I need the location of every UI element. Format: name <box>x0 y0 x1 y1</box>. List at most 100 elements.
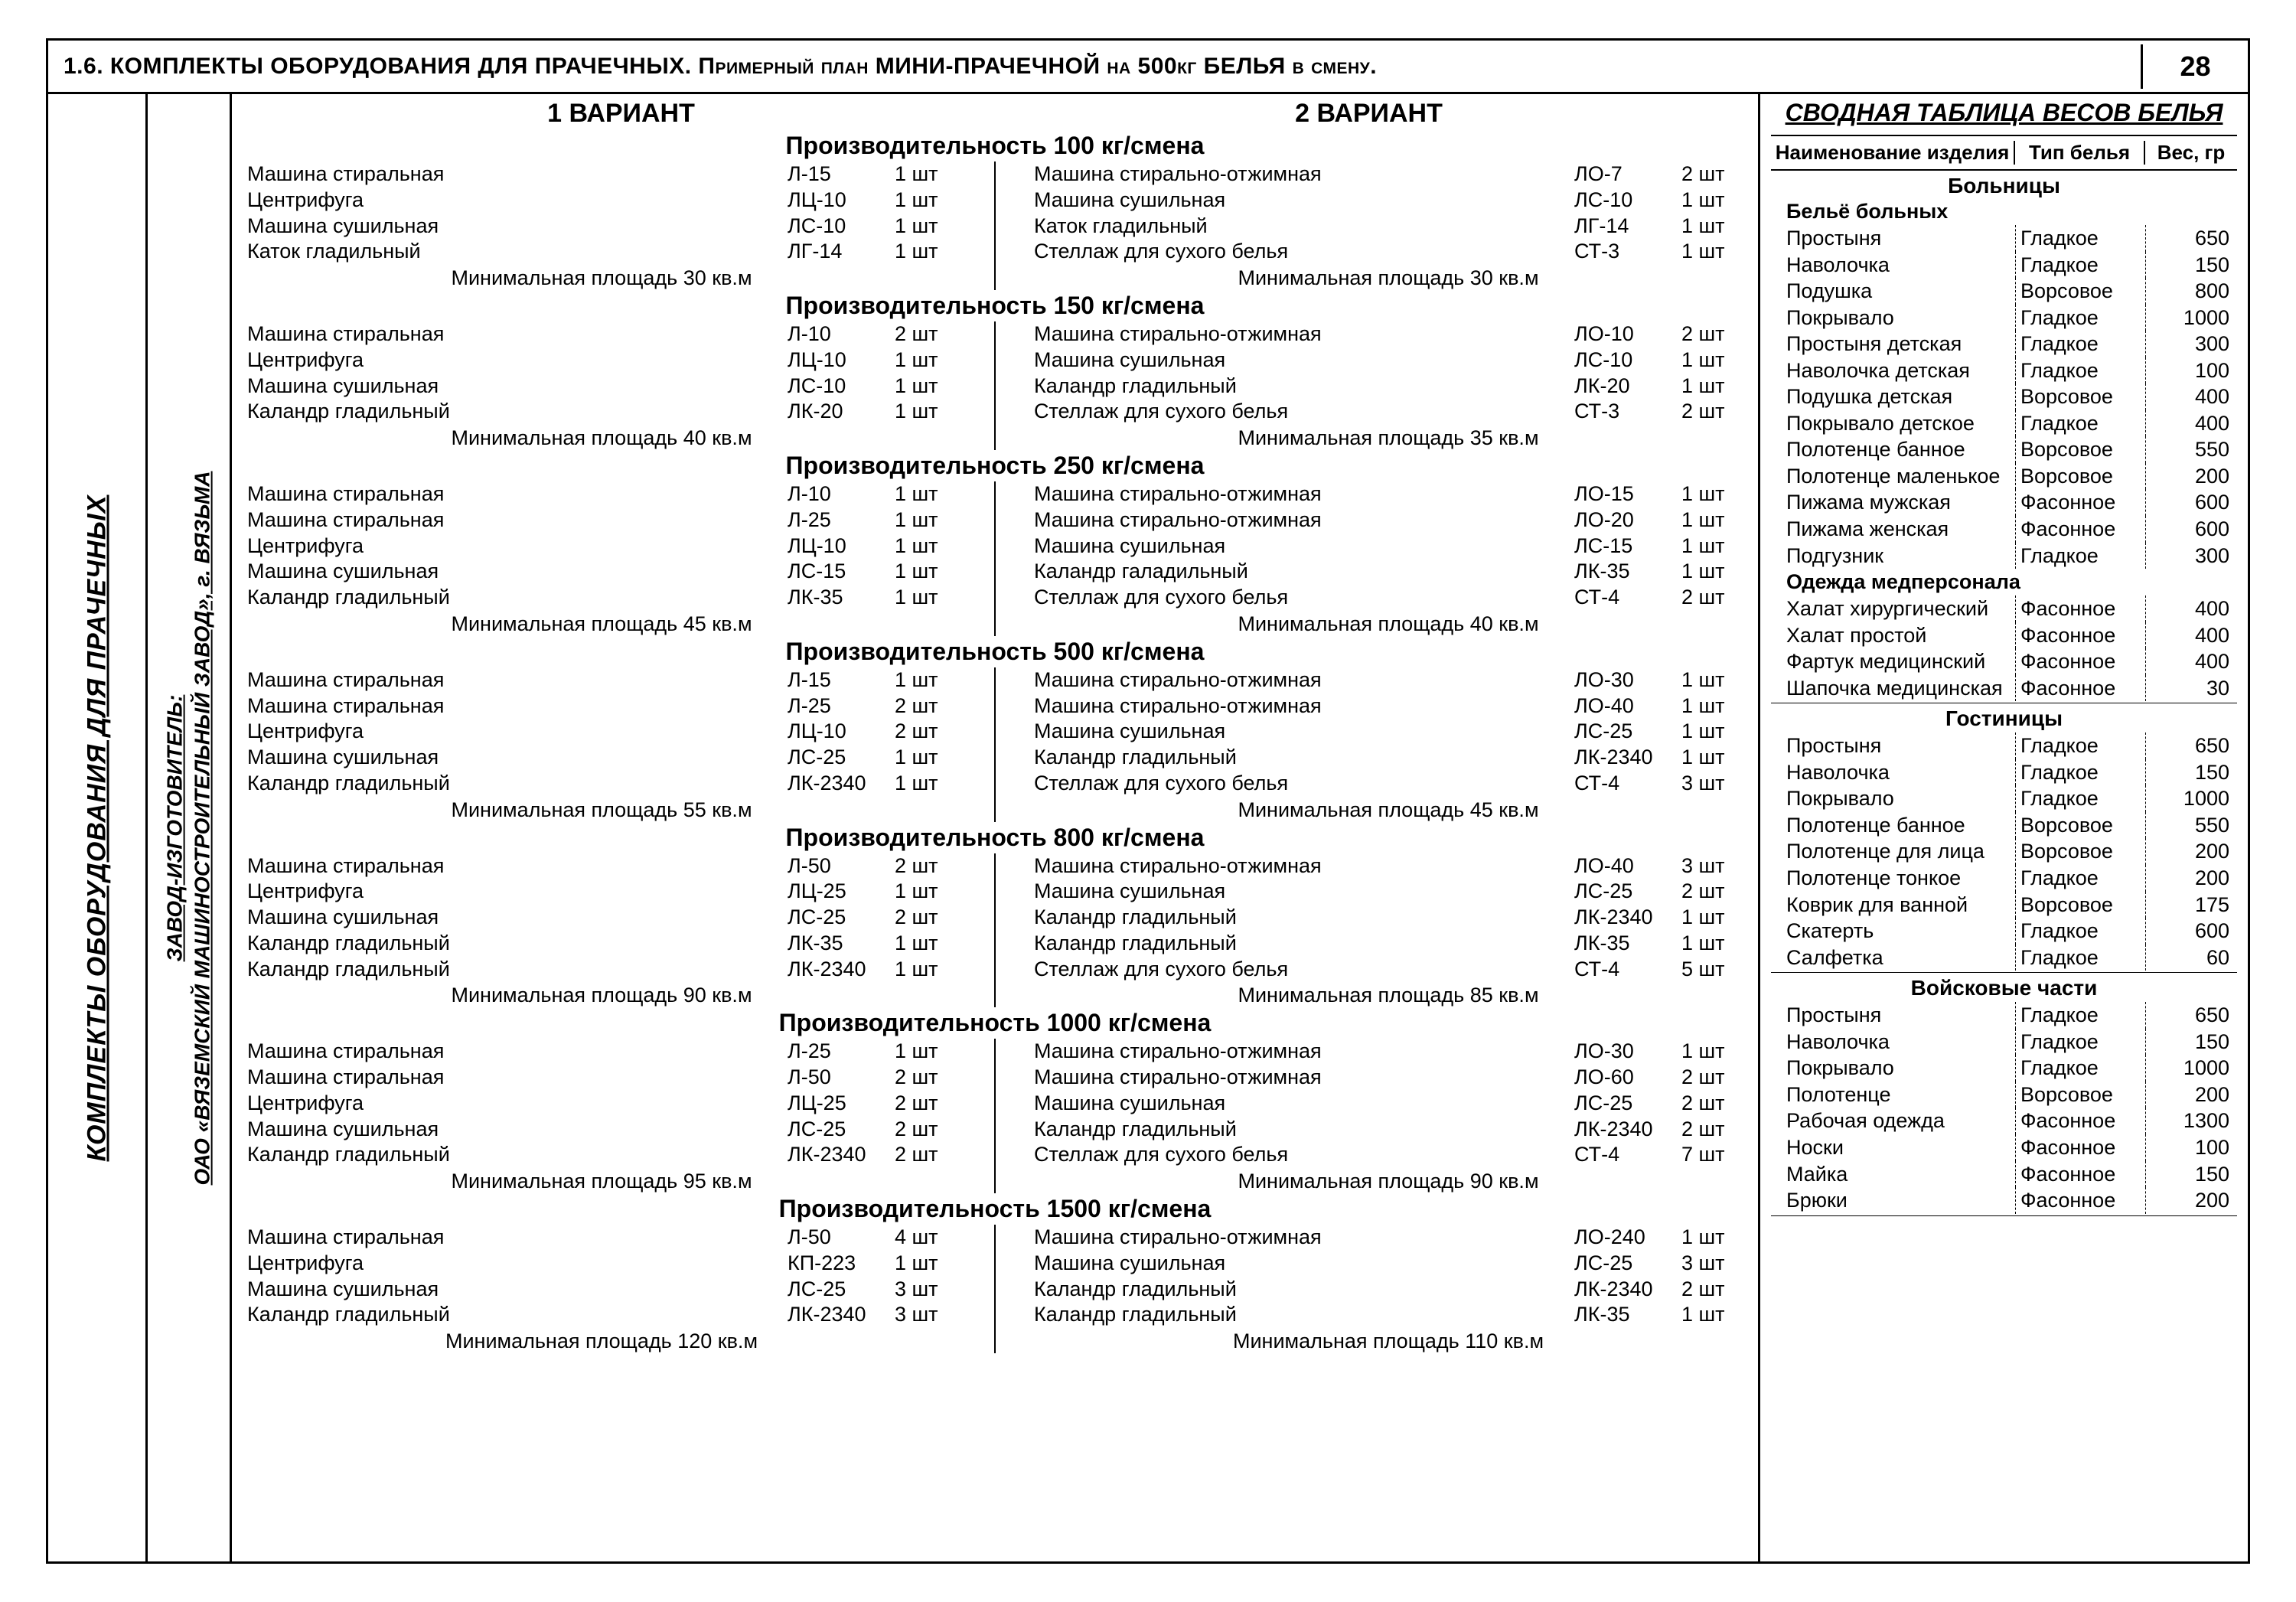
equipment-name: Центрифуга <box>247 1251 788 1277</box>
capacity-block: Производительность 100 кг/сменаМашина ст… <box>247 132 1743 290</box>
equipment-model: КП-223 <box>788 1251 895 1277</box>
equipment-qty: 1 шт <box>895 188 956 214</box>
weights-item-type: Ворсовое <box>2015 812 2145 839</box>
equipment-name: Машина стирально-отжимная <box>1034 481 1574 507</box>
equipment-qty: 2 шт <box>1681 1065 1743 1091</box>
equipment-qty: 1 шт <box>1681 347 1743 374</box>
weights-divider <box>1771 972 2237 973</box>
equipment-row: Машина сушильнаяЛС-151 шт <box>247 559 956 585</box>
equipment-qty: 2 шт <box>895 1065 956 1091</box>
weights-row: Фартук медицинскийФасонное400 <box>1771 648 2237 675</box>
equipment-row: Машина стиральнаяЛ-251 шт <box>247 1039 956 1065</box>
weights-item-type: Гладкое <box>2015 1055 2145 1082</box>
weights-item-type: Гладкое <box>2015 732 2145 759</box>
capacity-title: Производительность 150 кг/смена <box>247 292 1743 320</box>
equipment-qty: 1 шт <box>895 239 956 265</box>
weights-item-name: Халат хирургический <box>1771 595 2015 622</box>
equipment-name: Машина сушильная <box>1034 347 1574 374</box>
equipment-qty: 1 шт <box>895 559 956 585</box>
equipment-model: ЛС-25 <box>788 905 895 931</box>
equipment-row: Каток гладильныйЛГ-141 шт <box>247 239 956 265</box>
weights-item-name: Полотенце тонкое <box>1771 865 2015 892</box>
capacity-blocks: Производительность 100 кг/сменаМашина ст… <box>247 130 1743 1355</box>
equipment-name: Машина сушильная <box>1034 879 1574 905</box>
weights-item-weight: 200 <box>2145 1187 2237 1214</box>
capacity-title: Производительность 500 кг/смена <box>247 638 1743 666</box>
equipment-qty: 2 шт <box>895 321 956 347</box>
capacity-title: Производительность 800 кг/смена <box>247 824 1743 852</box>
weights-item-weight: 200 <box>2145 463 2237 490</box>
weights-row: ПростыняГладкое650 <box>1771 732 2237 759</box>
equipment-model: ЛК-35 <box>1574 931 1681 957</box>
weights-subtitle: Одежда медперсонала <box>1771 570 2237 594</box>
right-column: Машина стирально-отжимнаяЛО-102 штМашина… <box>1034 321 1743 450</box>
weights-row: Полотенце банноеВорсовое550 <box>1771 436 2237 463</box>
weights-section-title: Войсковые части <box>1771 976 2237 1000</box>
equipment-qty: 1 шт <box>1681 1039 1743 1065</box>
equipment-qty: 1 шт <box>1681 667 1743 693</box>
weights-divider <box>1771 1215 2237 1216</box>
two-column-row: Машина стиральнаяЛ-101 штМашина стиральн… <box>247 481 1743 636</box>
weights-item-type: Гладкое <box>2015 1002 2145 1029</box>
equipment-qty: 1 шт <box>895 214 956 240</box>
equipment-qty: 2 шт <box>1681 399 1743 425</box>
equipment-qty: 1 шт <box>1681 1225 1743 1251</box>
area-note: Минимальная площадь 45 кв.м <box>247 612 956 636</box>
weights-item-type: Гладкое <box>2015 252 2145 279</box>
equipment-qty: 1 шт <box>1681 533 1743 560</box>
capacity-title: Производительность 1000 кг/смена <box>247 1009 1743 1037</box>
equipment-model: ЛС-15 <box>788 559 895 585</box>
weights-row: ПокрывалоГладкое1000 <box>1771 305 2237 331</box>
equipment-row: Каландр гладильныйЛК-23401 шт <box>247 771 956 797</box>
equipment-qty: 2 шт <box>895 719 956 745</box>
weights-row: Подушка детскаяВорсовое400 <box>1771 383 2237 410</box>
weights-item-type: Ворсовое <box>2015 463 2145 490</box>
equipment-model: ЛК-2340 <box>788 957 895 983</box>
equipment-row: Стеллаж для сухого бельяСТ-47 шт <box>1034 1142 1743 1168</box>
weights-title: СВОДНАЯ ТАБЛИЦА ВЕСОВ БЕЛЬЯ <box>1771 99 2237 127</box>
equipment-model: Л-15 <box>788 667 895 693</box>
equipment-row: Машина стирально-отжимнаяЛО-602 шт <box>1034 1065 1743 1091</box>
weights-item-weight: 100 <box>2145 357 2237 384</box>
column-separator <box>994 481 996 636</box>
area-note: Минимальная площадь 90 кв.м <box>1034 1170 1743 1193</box>
weights-item-name: Полотенце для лица <box>1771 838 2015 865</box>
equipment-model: Л-15 <box>788 162 895 188</box>
weights-row: Покрывало детскоеГладкое400 <box>1771 410 2237 437</box>
equipment-model: ЛС-10 <box>1574 188 1681 214</box>
equipment-model: Л-10 <box>788 481 895 507</box>
column-separator <box>994 853 996 1008</box>
equipment-qty: 3 шт <box>895 1302 956 1328</box>
left-column: Машина стиральнаяЛ-251 штМашина стиральн… <box>247 1039 956 1193</box>
weights-item-name: Покрывало <box>1771 305 2015 331</box>
weights-item-weight: 300 <box>2145 331 2237 357</box>
weights-item-type: Фасонное <box>2015 622 2145 649</box>
right-column: Машина стирально-отжимнаяЛО-72 штМашина … <box>1034 162 1743 290</box>
weights-item-name: Простыня <box>1771 1002 2015 1029</box>
equipment-model: Л-50 <box>788 853 895 879</box>
equipment-name: Каландр галадильный <box>1034 559 1574 585</box>
equipment-model: СТ-3 <box>1574 239 1681 265</box>
equipment-row: ЦентрифугаЛЦ-252 шт <box>247 1091 956 1117</box>
equipment-row: Машина сушильнаяЛС-151 шт <box>1034 533 1743 560</box>
equipment-qty: 1 шт <box>1681 188 1743 214</box>
capacity-title: Производительность 100 кг/смена <box>247 132 1743 160</box>
capacity-block: Производительность 150 кг/сменаМашина ст… <box>247 292 1743 450</box>
weights-item-weight: 100 <box>2145 1134 2237 1161</box>
weights-item-name: Полотенце маленькое <box>1771 463 2015 490</box>
equipment-model: ЛС-10 <box>1574 347 1681 374</box>
weights-item-name: Покрывало <box>1771 785 2015 812</box>
weights-row: Простыня детскаяГладкое300 <box>1771 331 2237 357</box>
equipment-model: ЛЦ-25 <box>788 1091 895 1117</box>
equipment-model: ЛК-2340 <box>788 771 895 797</box>
equipment-qty: 1 шт <box>1681 693 1743 719</box>
weights-item-name: Фартук медицинский <box>1771 648 2015 675</box>
weights-item-type: Гладкое <box>2015 865 2145 892</box>
capacity-title: Производительность 1500 кг/смена <box>247 1195 1743 1223</box>
weights-item-name: Покрывало детское <box>1771 410 2015 437</box>
weights-item-type: Фасонное <box>2015 516 2145 543</box>
equipment-name: Центрифуга <box>247 879 788 905</box>
spine-sub2: ОАО «ВЯЗЕМСКИЙ МАШИНОСТРОИТЕЛЬНЫЙ ЗАВОД»… <box>191 471 214 1185</box>
weights-row: ПодгузникГладкое300 <box>1771 543 2237 569</box>
equipment-model: ЛК-2340 <box>1574 1277 1681 1303</box>
